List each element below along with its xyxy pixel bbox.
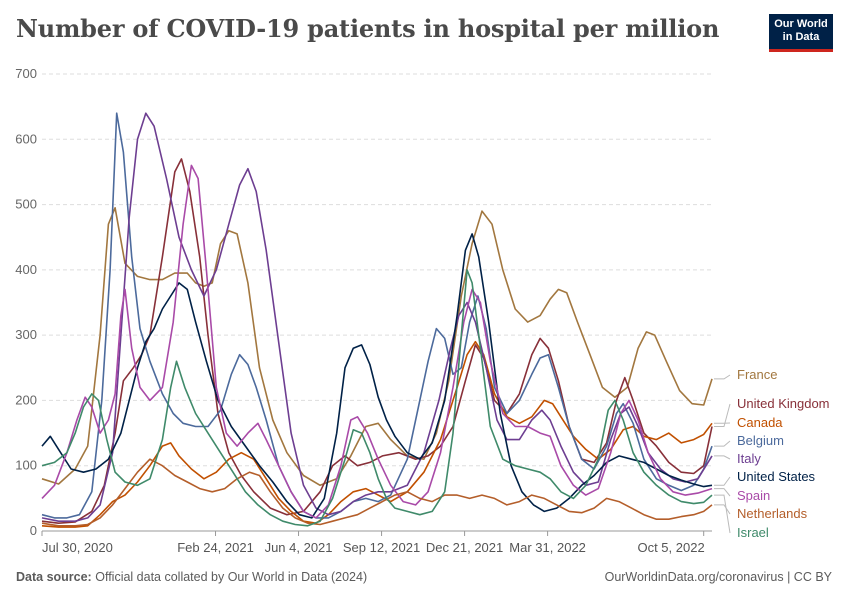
y-tick-label: 700: [15, 66, 37, 81]
series-label[interactable]: United Kingdom: [737, 396, 830, 411]
logo-line-1: Our World: [774, 18, 828, 30]
data-source-label: Data source:: [16, 570, 92, 584]
leader-line: [714, 403, 731, 428]
leader-line: [714, 374, 731, 380]
x-tick-label: Oct 5, 2022: [637, 540, 704, 555]
chart-title: Number of COVID-19 patients in hospital …: [16, 14, 720, 43]
leader-line: [714, 494, 731, 534]
logo-line-2: in Data: [782, 31, 820, 43]
series-label[interactable]: Italy: [737, 451, 761, 466]
leader-line: [714, 504, 731, 515]
series-label[interactable]: Belgium: [737, 433, 784, 448]
x-tick-label: Sep 12, 2021: [343, 540, 420, 555]
x-tick-label: Jul 30, 2020: [42, 540, 113, 555]
data-source-note: Data source: Official data collated by O…: [16, 570, 367, 584]
x-axis: Jul 30, 2020 Feb 24, 2021 Jun 4, 2021 Sep 1…: [41, 530, 712, 555]
series-label[interactable]: Netherlands: [737, 506, 808, 521]
series-line-spain[interactable]: [41, 164, 713, 519]
y-tick-label: 600: [15, 131, 37, 146]
gridlines: [42, 73, 712, 467]
y-tick-label: 200: [15, 392, 37, 407]
series-labels: France United Kingdom Canada Belgium Italy Un…: [737, 367, 830, 540]
y-tick-label: 500: [15, 197, 37, 212]
series-line-france[interactable]: [41, 207, 713, 487]
leader-line: [714, 488, 731, 497]
series-line-united-states[interactable]: [41, 233, 713, 519]
series-line-netherlands[interactable]: [41, 458, 713, 527]
x-tick-label: Dec 21, 2021: [426, 540, 503, 555]
series-line-united-kingdom[interactable]: [41, 158, 713, 524]
leader-line: [714, 440, 731, 447]
series-label[interactable]: Israel: [737, 525, 769, 540]
y-tick-label: 400: [15, 262, 37, 277]
x-tick-label: Feb 24, 2021: [177, 540, 254, 555]
legend-leader-lines: [714, 374, 731, 534]
series-label[interactable]: Canada: [737, 415, 783, 430]
y-axis-ticks: 0 100 200 300 400 500 600 700: [15, 66, 37, 538]
leader-line: [714, 476, 731, 486]
footer-link[interactable]: OurWorldinData.org/coronavirus | CC BY: [604, 570, 832, 584]
owid-logo[interactable]: Our World in Data: [769, 14, 833, 52]
series-label[interactable]: Spain: [737, 488, 770, 503]
x-tick-label: Jun 4, 2021: [265, 540, 333, 555]
y-tick-label: 0: [30, 523, 37, 538]
leader-line: [714, 455, 731, 460]
y-tick-label: 300: [15, 327, 37, 342]
x-tick-label: Mar 31, 2022: [509, 540, 586, 555]
series-lines: [41, 112, 713, 528]
y-tick-label: 100: [15, 458, 37, 473]
series-label[interactable]: United States: [737, 469, 816, 484]
data-source-text: Official data collated by Our World in D…: [95, 570, 368, 584]
series-line-israel[interactable]: [41, 269, 713, 527]
line-chart: 0 100 200 300 400 500 600 700 Jul 30, 2020 Feb 2…: [15, 66, 830, 555]
series-label[interactable]: France: [737, 367, 777, 382]
